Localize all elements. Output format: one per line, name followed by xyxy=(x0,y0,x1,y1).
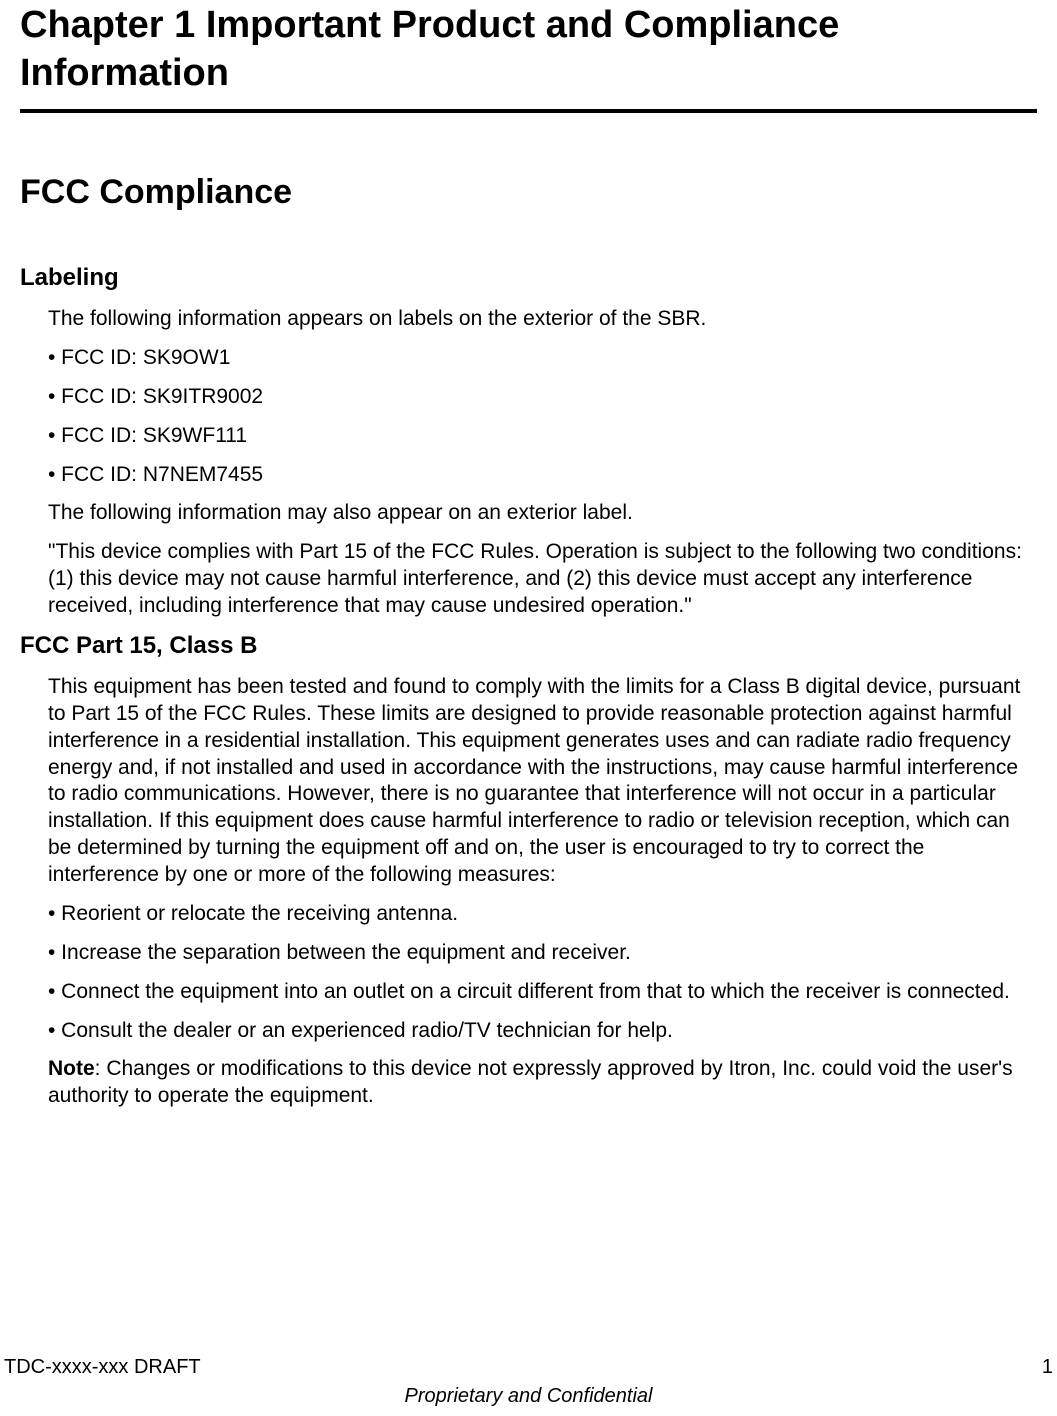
labeling-intro: The following information appears on lab… xyxy=(48,306,1037,333)
footer-page-num: 1 xyxy=(1042,1356,1053,1379)
compliance-statement: "This device complies with Part 15 of th… xyxy=(48,539,1037,620)
labeling-additional-intro: The following information may also appea… xyxy=(48,500,1037,527)
section-heading-fcc: FCC Compliance xyxy=(20,173,1037,212)
note-text: Note: Changes or modifications to this d… xyxy=(48,1056,1037,1110)
chapter-title: Chapter 1 Important Product and Complian… xyxy=(20,0,1037,97)
footer-doc-id: TDC-xxxx-xxx DRAFT xyxy=(4,1356,201,1379)
note-label: Note xyxy=(48,1057,95,1080)
page-footer: TDC-xxxx-xxx DRAFT 1 Proprietary and Con… xyxy=(0,1356,1057,1408)
subsection-heading-part15: FCC Part 15, Class B xyxy=(20,632,1037,660)
title-divider xyxy=(20,109,1037,113)
measure-item: • Increase the separation between the eq… xyxy=(48,940,1037,967)
part15-body: This equipment has been tested and found… xyxy=(48,674,1037,889)
fcc-id-item: • FCC ID: SK9WF111 xyxy=(48,423,1037,450)
measure-item: • Reorient or relocate the receiving ant… xyxy=(48,901,1037,928)
measure-item: • Consult the dealer or an experienced r… xyxy=(48,1018,1037,1045)
subsection-heading-labeling: Labeling xyxy=(20,264,1037,292)
fcc-id-item: • FCC ID: N7NEM7455 xyxy=(48,462,1037,489)
measure-item: • Connect the equipment into an outlet o… xyxy=(48,979,1037,1006)
fcc-id-item: • FCC ID: SK9OW1 xyxy=(48,345,1037,372)
footer-confidential: Proprietary and Confidential xyxy=(0,1385,1057,1408)
fcc-id-item: • FCC ID: SK9ITR9002 xyxy=(48,384,1037,411)
note-body: : Changes or modifications to this devic… xyxy=(48,1057,1013,1107)
